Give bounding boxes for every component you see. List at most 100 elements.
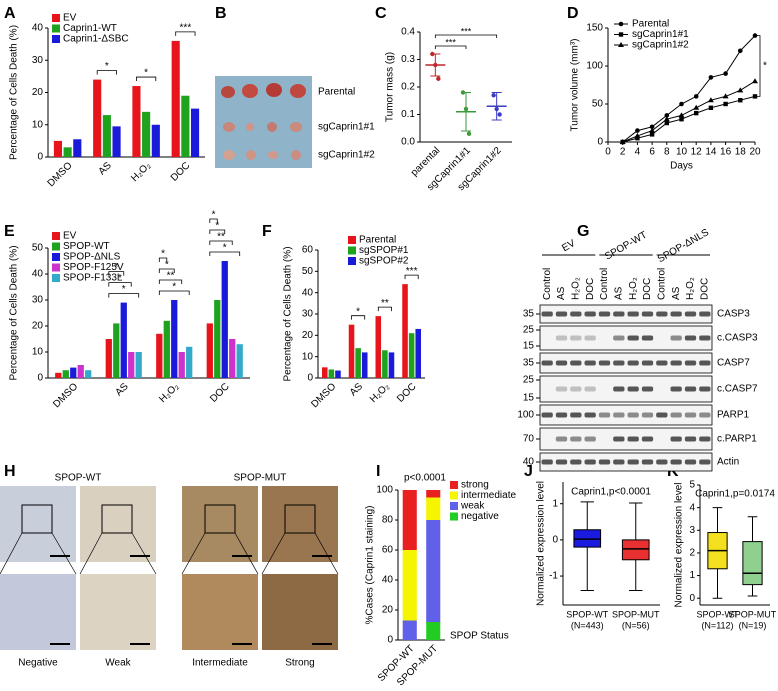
significance-label: * — [356, 306, 360, 317]
y-tick-label: 30 — [32, 295, 44, 306]
bar — [55, 372, 62, 378]
band — [699, 311, 711, 317]
whisker — [629, 559, 643, 592]
band — [699, 360, 711, 366]
marker — [737, 87, 744, 93]
panel-letter: G — [577, 223, 589, 240]
legend-label: sgCaprin1#2 — [632, 40, 689, 51]
band — [627, 360, 639, 366]
band — [541, 311, 553, 317]
legend-label: Caprin1-WT — [63, 23, 117, 34]
band — [656, 360, 668, 366]
band — [555, 459, 568, 465]
significance-label: * — [223, 243, 227, 254]
significance-bracket — [756, 35, 761, 97]
significance-bracket — [377, 306, 392, 312]
series-line — [622, 35, 756, 143]
legend-label: SPOP-ΔNLS — [63, 252, 121, 263]
significance-bracket — [434, 34, 498, 38]
legend-swatch — [52, 253, 60, 261]
band — [699, 412, 711, 418]
x-tick-label: 14 — [705, 147, 717, 158]
y-axis-label: Percentage of Cells Death (%) — [9, 245, 20, 380]
significance-label: * — [118, 273, 122, 284]
band — [613, 335, 625, 341]
tumor — [266, 83, 282, 97]
band — [541, 360, 553, 366]
x-tick-label: SPOP-MUT — [729, 609, 777, 619]
band — [670, 360, 682, 366]
band — [613, 436, 625, 442]
x-tick-label: H₂O₂ — [368, 381, 392, 405]
marker — [708, 105, 714, 110]
legend-label: sgCaprin1#1 — [632, 29, 689, 40]
lane-label: Control — [542, 268, 553, 300]
x-tick-label: 8 — [664, 147, 670, 158]
y-tick-label: 0 — [597, 137, 603, 148]
y-tick-label: 60 — [302, 245, 314, 256]
legend-swatch — [348, 236, 356, 244]
tumor — [223, 122, 235, 132]
marker — [679, 117, 684, 122]
significance-label: * — [122, 284, 126, 295]
significance-bracket — [158, 257, 168, 262]
bar — [151, 124, 160, 157]
legend-swatch — [348, 257, 356, 265]
y-tick-label: 10 — [32, 347, 44, 358]
band — [670, 335, 682, 341]
marker — [678, 112, 685, 118]
y-tick-label: 40 — [32, 23, 44, 34]
legend-label: EV — [63, 13, 77, 24]
lane-label: H₂O₂ — [685, 277, 696, 300]
significance-bracket — [108, 271, 125, 276]
data-point — [433, 62, 438, 68]
chart-title: p<0.0001 — [404, 473, 446, 484]
bar-segment — [426, 520, 441, 622]
y-tick-label: 5 — [689, 480, 695, 491]
box — [742, 541, 763, 586]
significance-label: *** — [461, 26, 472, 36]
marker — [723, 71, 728, 76]
marker — [707, 97, 714, 103]
band — [699, 386, 711, 392]
band — [670, 386, 682, 392]
bar — [102, 115, 111, 157]
bar — [181, 95, 190, 157]
bar — [63, 147, 72, 157]
y-axis-label: Percentage of Cells Death (%) — [283, 246, 294, 381]
marker — [664, 113, 670, 118]
significance-label: ** — [217, 232, 225, 243]
band — [641, 311, 654, 317]
y-tick-label: 150 — [586, 23, 603, 34]
y-tick-label: 0 — [689, 593, 695, 604]
x-tick-label: 2 — [620, 147, 626, 158]
legend-swatch — [52, 35, 60, 43]
bar — [361, 352, 368, 378]
band — [555, 360, 568, 366]
ihc-image — [262, 574, 338, 650]
bar — [355, 348, 361, 378]
chart-title: Caprin1,p=0.0174 — [695, 489, 775, 500]
ihc-image — [0, 574, 76, 650]
y-tick-label: 60 — [382, 545, 394, 556]
band — [598, 311, 611, 317]
bar — [128, 352, 135, 378]
marker — [752, 33, 758, 38]
marker — [752, 78, 758, 84]
tumor — [223, 150, 235, 160]
whisker — [747, 516, 758, 542]
bar — [221, 261, 228, 378]
legend-swatch — [450, 481, 458, 489]
y-tick-label: 100 — [376, 485, 393, 496]
y-tick-label: 40 — [382, 575, 394, 586]
band — [684, 311, 697, 317]
band — [570, 436, 582, 442]
y-tick-label: 80 — [382, 515, 394, 526]
y-tick-label: 20 — [302, 330, 314, 341]
whisker — [580, 547, 594, 592]
x-tick-label: 12 — [691, 147, 703, 158]
panel-letter: E — [4, 223, 15, 240]
band — [684, 436, 697, 442]
band — [555, 412, 568, 418]
x-tick-label: AS — [114, 381, 131, 398]
